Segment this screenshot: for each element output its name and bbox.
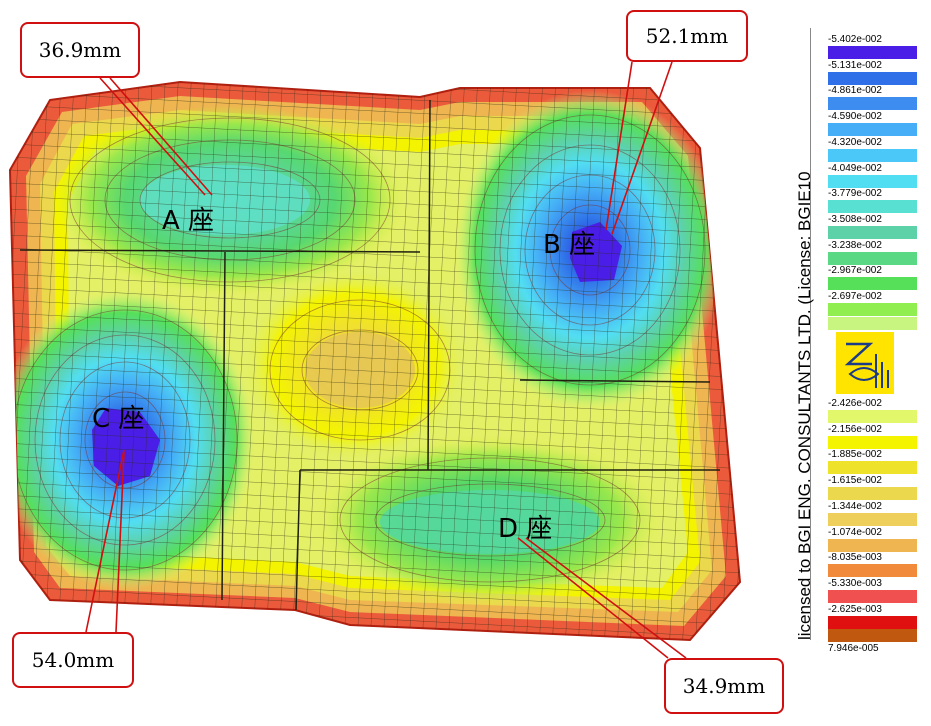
legend-value: -4.861e-002 [828, 85, 882, 97]
legend-value: -1.615e-002 [828, 475, 882, 487]
legend-value: -2.156e-002 [828, 423, 882, 435]
logo-icon [844, 342, 889, 388]
legend-swatch [828, 148, 917, 162]
callout-b-text: 52.1mm [645, 24, 729, 48]
legend-swatch [828, 589, 917, 603]
legend-swatch [828, 46, 917, 59]
callout-a-text: 36.9mm [38, 38, 122, 62]
legend-value: -5.131e-002 [828, 59, 882, 71]
legend-swatch [828, 174, 917, 188]
contour-field [10, 82, 740, 640]
legend-swatch [828, 435, 917, 449]
legend-swatch [828, 303, 917, 316]
leader-lines [85, 61, 687, 659]
callout-d: 34.9mm [664, 658, 784, 714]
zone-label-d: D 座 [498, 514, 553, 544]
legend-divider [810, 28, 811, 640]
legend-value: -4.049e-002 [828, 162, 882, 174]
zone-label-c: C 座 [92, 404, 145, 434]
callout-d-text: 34.9mm [682, 674, 766, 698]
legend-swatch [828, 316, 917, 330]
legend-swatch [828, 487, 917, 501]
legend-swatch [828, 461, 917, 475]
license-text: licensed to BGI ENG. CONSULTANTS LTD. (L… [795, 171, 814, 640]
legend-swatch [828, 538, 917, 552]
legend-swatch [828, 200, 917, 214]
legend-value: -4.590e-002 [828, 111, 882, 123]
legend-value: 7.946e-005 [828, 643, 879, 655]
callout-c-text: 54.0mm [31, 648, 115, 672]
legend-swatch [828, 97, 917, 111]
callout-c: 54.0mm [12, 632, 134, 688]
legend-value: -5.330e-003 [828, 577, 882, 589]
legend-value: -3.508e-002 [828, 213, 882, 225]
legend-swatch [828, 225, 917, 239]
legend-value: -8.035e-003 [828, 552, 882, 564]
legend-value: -1.885e-002 [828, 449, 882, 461]
zone-label-a: A 座 [162, 206, 215, 236]
legend-value: -4.320e-002 [828, 136, 882, 148]
legend-swatch [828, 251, 917, 265]
legend-value: -3.238e-002 [828, 239, 882, 251]
legend-swatch [828, 564, 917, 578]
legend-value: -2.697e-002 [828, 291, 882, 302]
legend-value: -1.344e-002 [828, 500, 882, 512]
legend-swatch [828, 629, 917, 643]
legend-value: -2.426e-002 [828, 398, 882, 409]
zone-label-b: B 座 [543, 230, 596, 260]
legend-swatch [828, 512, 917, 526]
legend-swatch [828, 123, 917, 137]
legend-value: -2.967e-002 [828, 265, 882, 277]
legend-value: -2.625e-003 [828, 603, 882, 615]
callout-b: 52.1mm [626, 10, 748, 62]
legend-value: -1.074e-002 [828, 526, 882, 538]
legend-value: -5.402e-002 [828, 34, 882, 45]
legend-swatch [828, 410, 917, 423]
legend-swatch [828, 277, 917, 291]
software-logo [836, 332, 894, 394]
legend-swatch [828, 615, 917, 629]
legend-value: -3.779e-002 [828, 188, 882, 200]
legend-swatch [828, 71, 917, 85]
callout-a: 36.9mm [20, 22, 140, 78]
